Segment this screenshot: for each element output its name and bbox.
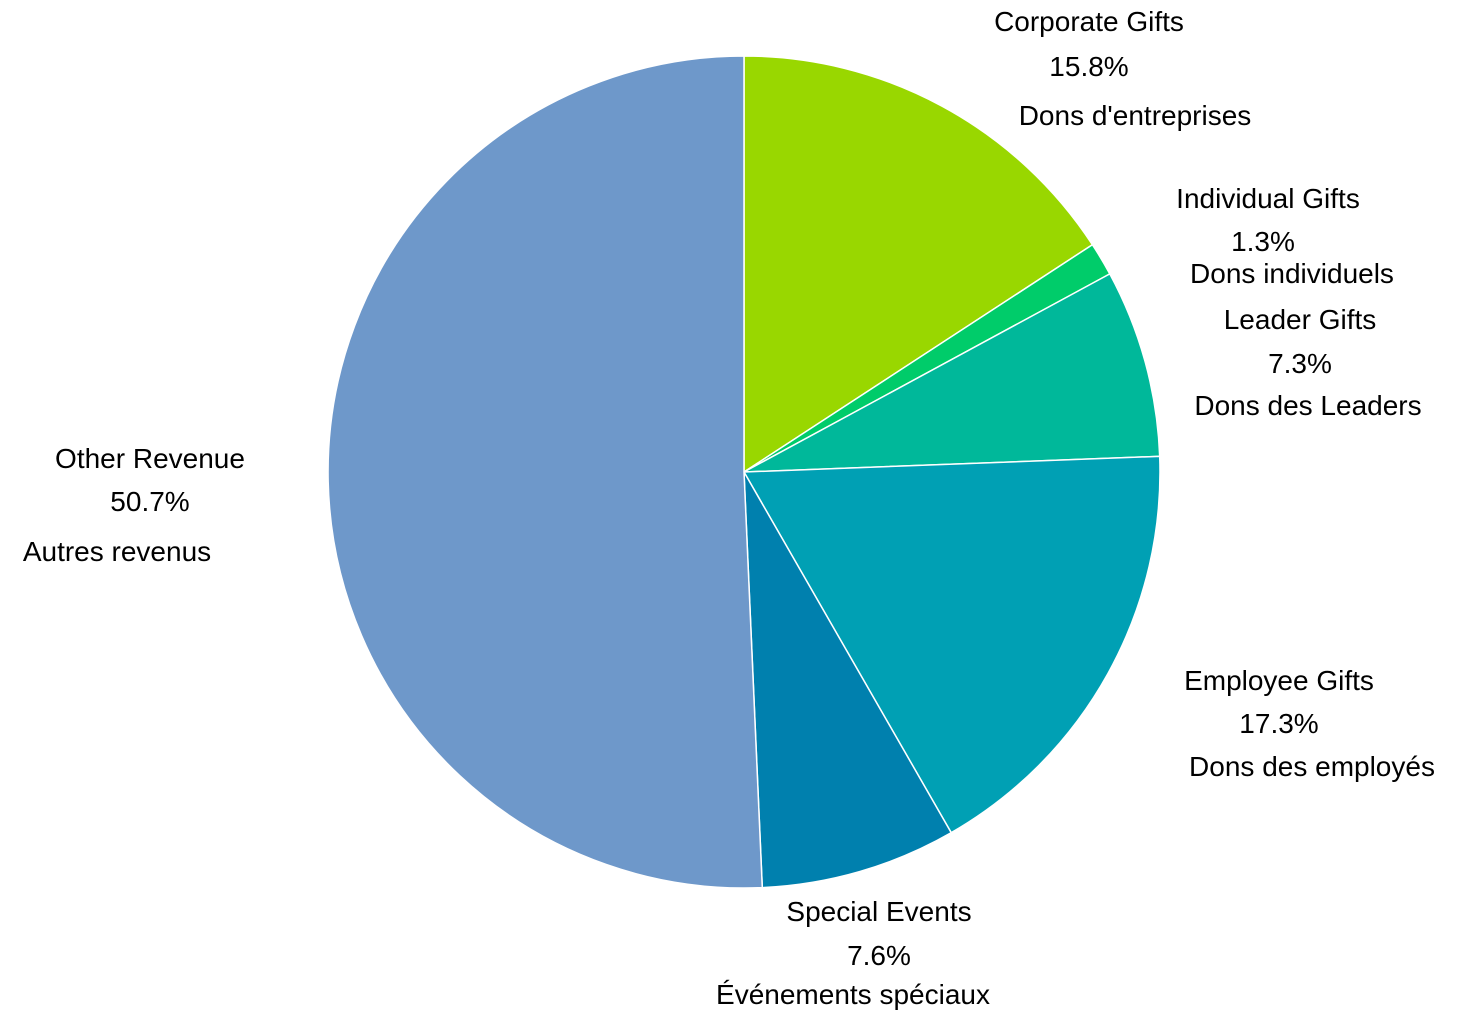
pie-slice-employee-gifts <box>742 455 1161 834</box>
slice-label-other-revenue: Other Revenue <box>55 443 245 474</box>
slice-label-employee-gifts: Employee Gifts <box>1184 665 1374 696</box>
slice-label-fr-leader-gifts: Dons des Leaders <box>1194 390 1421 421</box>
slice-label-individual-gifts: Individual Gifts <box>1176 183 1360 214</box>
pie-labels: Corporate Gifts 15.8% Dons d'entreprises In… <box>23 6 1435 1010</box>
slice-label-fr-special-events: Événements spéciaux <box>716 979 990 1010</box>
slice-label-fr-individual-gifts: Dons individuels <box>1190 258 1394 289</box>
slice-percent-corporate-gifts: 15.8% <box>1049 51 1128 82</box>
slice-percent-special-events: 7.6% <box>847 940 911 971</box>
slice-label-leader-gifts: Leader Gifts <box>1224 304 1377 335</box>
pie-slice-leader-gifts <box>743 272 1161 473</box>
pie-slice-special-events <box>743 471 953 889</box>
slice-label-fr-corporate-gifts: Dons d'entreprises <box>1019 100 1252 131</box>
slice-label-special-events: Special Events <box>786 896 971 927</box>
slice-percent-individual-gifts: 1.3% <box>1231 226 1295 257</box>
slice-percent-employee-gifts: 17.3% <box>1239 708 1318 739</box>
pie-slices <box>327 55 1161 889</box>
slice-percent-leader-gifts: 7.3% <box>1268 348 1332 379</box>
slice-label-fr-other-revenue: Autres revenus <box>23 536 211 567</box>
slice-label-corporate-gifts: Corporate Gifts <box>994 6 1184 37</box>
slice-label-fr-employee-gifts: Dons des employés <box>1189 751 1435 782</box>
slice-percent-other-revenue: 50.7% <box>110 486 189 517</box>
pie-slice-corporate-gifts <box>743 55 1094 474</box>
pie-slice-other-revenue <box>327 55 764 889</box>
